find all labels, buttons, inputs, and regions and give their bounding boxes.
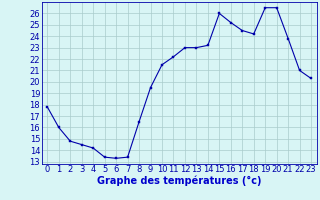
- X-axis label: Graphe des températures (°c): Graphe des températures (°c): [97, 176, 261, 186]
